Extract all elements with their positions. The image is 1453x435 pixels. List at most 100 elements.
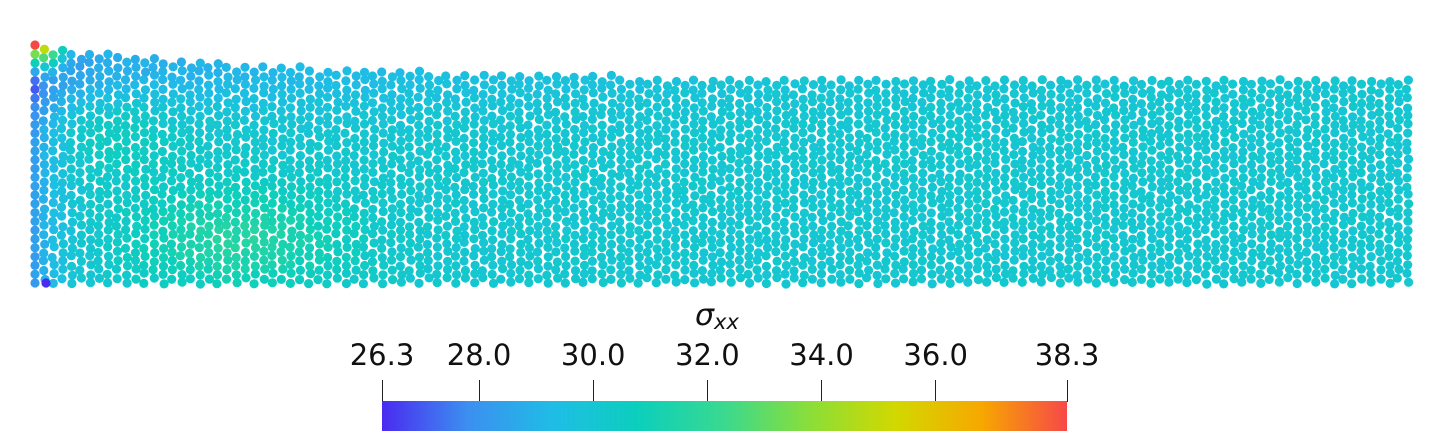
particle: [1136, 202, 1146, 213]
particle: [716, 195, 726, 205]
particle: [85, 101, 95, 111]
particle: [1292, 147, 1302, 157]
particle: [551, 230, 561, 240]
particle: [121, 146, 131, 156]
particle: [661, 264, 671, 275]
particle: [58, 151, 68, 161]
particle: [378, 225, 388, 235]
particle: [963, 277, 973, 287]
particle: [85, 243, 96, 253]
particle: [881, 274, 891, 284]
particle: [780, 146, 790, 156]
particle: [853, 190, 863, 200]
particle: [278, 168, 288, 178]
particle: [716, 203, 726, 213]
particle: [286, 128, 296, 138]
particle: [735, 107, 745, 117]
particle: [1283, 212, 1293, 222]
particle: [203, 264, 213, 274]
particle: [1275, 75, 1285, 85]
particle: [560, 198, 571, 208]
particle: [351, 247, 361, 257]
particle: [359, 155, 369, 165]
particle: [1330, 182, 1340, 192]
particle: [286, 112, 296, 122]
particle: [67, 76, 77, 86]
particle: [845, 88, 855, 98]
particle: [826, 116, 837, 126]
particle: [560, 278, 570, 288]
particle: [1165, 216, 1175, 226]
particle: [816, 190, 826, 200]
particle: [560, 76, 571, 86]
particle: [1274, 138, 1284, 148]
particle: [670, 242, 680, 252]
particle: [734, 158, 744, 168]
particle: [1045, 159, 1055, 169]
particle: [616, 260, 626, 271]
particle: [149, 273, 159, 283]
particle: [1018, 244, 1029, 254]
particle: [259, 150, 269, 160]
particle: [38, 116, 48, 126]
particle: [708, 207, 718, 217]
particle: [149, 70, 160, 80]
particle: [222, 264, 232, 275]
particle: [1228, 151, 1238, 161]
particle: [341, 234, 352, 245]
particle: [1156, 264, 1166, 274]
particle: [268, 128, 278, 139]
particle: [762, 243, 773, 253]
particle: [323, 92, 333, 102]
particle: [899, 89, 909, 99]
particle: [150, 248, 160, 258]
particle: [112, 186, 122, 196]
particle: [844, 159, 854, 169]
particle: [497, 168, 507, 178]
particle: [186, 158, 196, 168]
particle: [1385, 119, 1395, 129]
particle: [250, 146, 261, 156]
particle: [1210, 167, 1220, 178]
particle: [553, 273, 563, 283]
particle: [707, 217, 718, 227]
particle: [314, 116, 324, 126]
particle: [295, 203, 305, 213]
particle: [635, 164, 645, 174]
particle: [972, 186, 982, 197]
particle: [423, 229, 433, 239]
particle: [1109, 191, 1119, 201]
particle: [404, 222, 415, 232]
particle: [39, 125, 49, 135]
particle: [992, 115, 1002, 125]
particle: [149, 80, 159, 90]
particle: [953, 203, 963, 213]
particle: [1147, 75, 1157, 86]
particle: [1100, 213, 1110, 223]
particle: [552, 160, 562, 170]
particle: [944, 207, 954, 217]
particle: [185, 115, 195, 125]
particle: [725, 182, 735, 192]
particle: [1091, 216, 1101, 226]
particle: [1055, 163, 1066, 173]
particle: [543, 102, 553, 112]
particle: [1365, 242, 1375, 252]
particle: [75, 79, 85, 89]
particle: [231, 94, 241, 104]
particle: [570, 230, 580, 240]
particle: [167, 159, 177, 169]
particle: [141, 67, 151, 77]
particle: [562, 226, 572, 236]
particle: [597, 199, 608, 209]
particle: [195, 189, 205, 199]
particle: [652, 234, 662, 244]
particle: [213, 93, 223, 103]
particle: [1074, 252, 1084, 263]
particle: [212, 252, 223, 262]
particle: [908, 190, 918, 200]
particle: [688, 216, 698, 226]
particle: [1229, 186, 1239, 196]
particle: [30, 84, 40, 94]
particle: [1146, 278, 1156, 288]
